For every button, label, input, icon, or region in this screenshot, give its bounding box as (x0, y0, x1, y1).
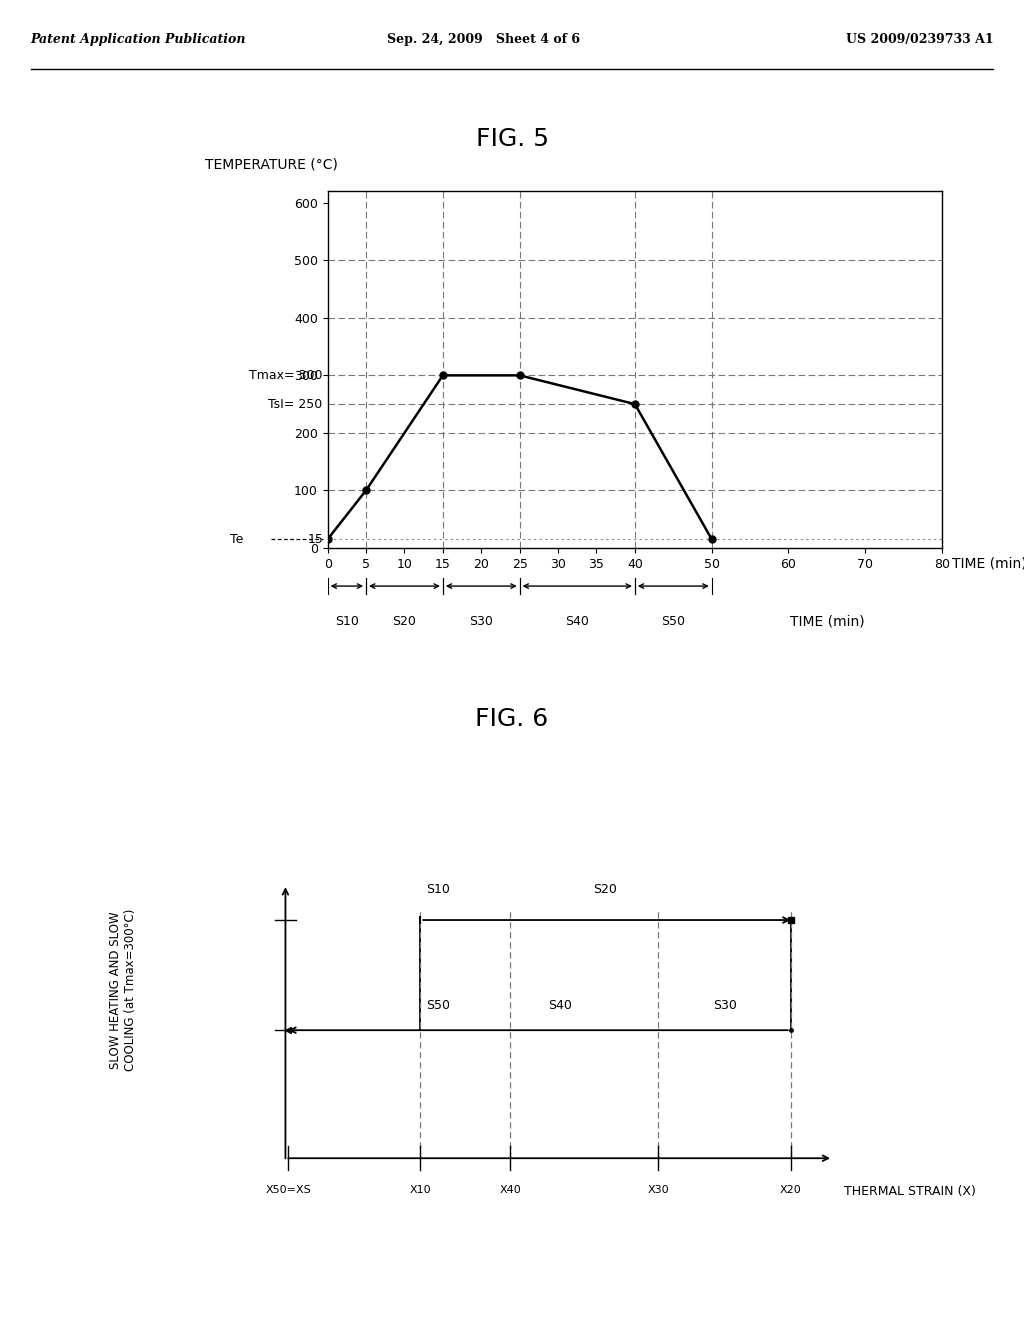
Text: Patent Application Publication: Patent Application Publication (31, 33, 246, 46)
Text: S10: S10 (335, 615, 358, 628)
Text: FIG. 6: FIG. 6 (475, 708, 549, 731)
Text: TsI= 250: TsI= 250 (268, 397, 323, 411)
Text: 15: 15 (307, 533, 324, 545)
Text: S20: S20 (594, 883, 617, 896)
Text: FIG. 5: FIG. 5 (475, 127, 549, 150)
Text: X10: X10 (410, 1185, 431, 1195)
Text: X20: X20 (780, 1185, 802, 1195)
Text: TEMPERATURE (°C): TEMPERATURE (°C) (205, 157, 338, 172)
Text: X50=XS: X50=XS (265, 1185, 311, 1195)
Text: S30: S30 (469, 615, 494, 628)
Text: S40: S40 (565, 615, 589, 628)
Text: Sep. 24, 2009   Sheet 4 of 6: Sep. 24, 2009 Sheet 4 of 6 (387, 33, 580, 46)
Text: S40: S40 (549, 999, 572, 1012)
Text: S30: S30 (713, 999, 736, 1012)
Text: S50: S50 (662, 615, 685, 628)
Text: SLOW HEATING AND SLOW
COOLING (at Tmax=300°C): SLOW HEATING AND SLOW COOLING (at Tmax=3… (109, 908, 137, 1072)
Text: S20: S20 (392, 615, 417, 628)
Text: Te: Te (230, 533, 244, 545)
Text: Tmax= 300: Tmax= 300 (249, 368, 323, 381)
Text: X40: X40 (500, 1185, 521, 1195)
Text: TIME (min): TIME (min) (790, 615, 864, 628)
Text: US 2009/0239733 A1: US 2009/0239733 A1 (846, 33, 993, 46)
Text: X30: X30 (647, 1185, 670, 1195)
Text: TIME (min): TIME (min) (952, 557, 1024, 570)
Text: THERMAL STRAIN (X): THERMAL STRAIN (X) (844, 1185, 976, 1199)
Text: S10: S10 (426, 883, 450, 896)
Text: S50: S50 (426, 999, 450, 1012)
